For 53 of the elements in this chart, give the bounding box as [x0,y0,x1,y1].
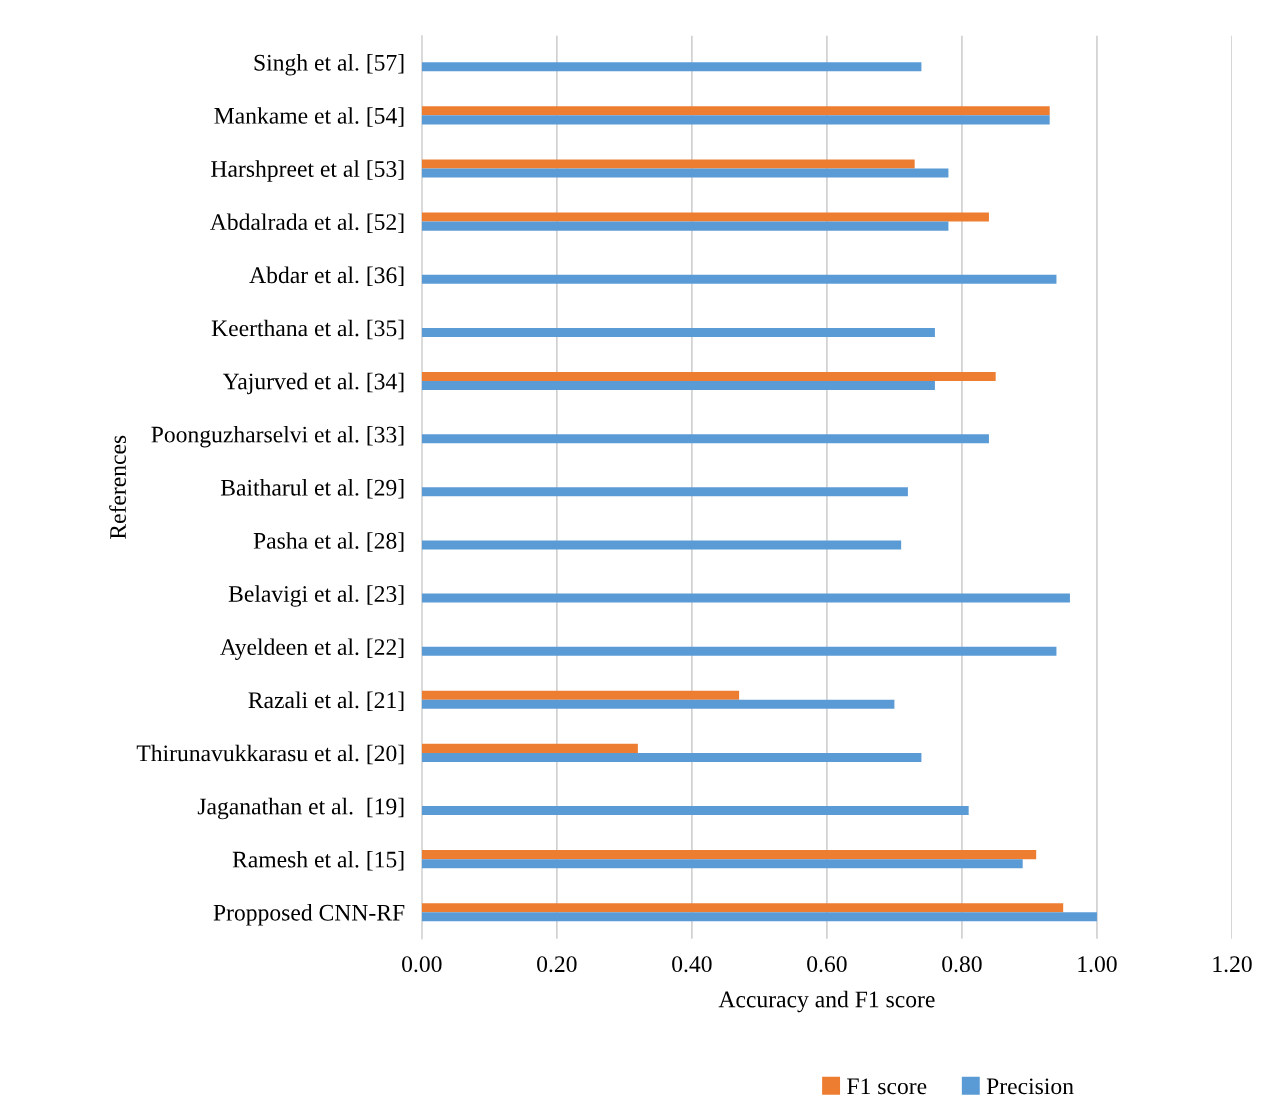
y-tick-label: Harshpreet et al [53] [211,160,404,182]
y-tick-label: Ramesh et al. [15] [232,850,404,871]
bar [421,850,1037,860]
x-tick-label: 0.00 [402,956,442,973]
x-tick-label: 1.00 [1078,956,1117,973]
x-tick-label: 0.20 [537,956,577,973]
bar [421,371,996,381]
y-tick-label: Keerthana et al. [35] [211,319,404,340]
y-tick-label: Razali et al. [21] [248,691,404,712]
bar [421,646,1057,656]
y-tick-label: Singh et al. [57] [254,54,404,76]
y-tick-label: Jaganathan et al. [19] [197,797,404,820]
x-axis-title: Accuracy and F1 score [718,990,935,1013]
bar [421,327,935,337]
bar [421,434,989,444]
bar [421,912,1097,922]
bar [421,62,922,72]
y-tick-label: Poonguzharselvi et al. [33] [151,425,404,448]
y-tick-label: Abdalrada et al. [52] [210,213,404,233]
y-axis-title: References [109,435,126,540]
bar [421,743,638,753]
y-tick-label: Ayeldeen et al. [22] [220,638,404,660]
bar [421,593,1070,603]
y-tick-label: Thirunavukkarasu et al. [20] [136,744,404,765]
bar [421,106,1050,116]
bar [421,274,1057,284]
bar [421,159,915,169]
y-tick-label: Pasha et al. [28] [253,532,404,552]
y-tick-label: Yajurved et al. [34] [222,372,404,395]
x-tick-label: 0.60 [807,956,847,973]
bar [421,381,935,391]
bar [421,168,949,178]
bar [421,859,1023,869]
bar [421,115,1050,125]
y-tick-label: Belavigi et al. [23] [228,585,404,607]
legend-label: Precision [986,1078,1074,1095]
legend-label: F1 score [847,1078,927,1095]
y-tick-label: Mankame et al. [54] [214,107,404,127]
bar [421,806,969,816]
y-tick-label: Propposed CNN-RF [213,904,405,926]
x-tick-label: 0.80 [942,956,982,973]
x-tick-label: 0.40 [672,956,712,973]
bar [421,487,908,497]
bar [421,221,949,231]
bar [421,699,895,709]
bar [421,752,922,762]
bar [421,903,1064,913]
bar [421,540,902,550]
y-tick-label: Baitharul et al. [29] [220,479,404,499]
bar [421,690,740,700]
bar [421,212,989,222]
x-tick-label: 1.20 [1213,956,1252,973]
y-tick-label: Abdar et al. [36] [249,266,404,287]
